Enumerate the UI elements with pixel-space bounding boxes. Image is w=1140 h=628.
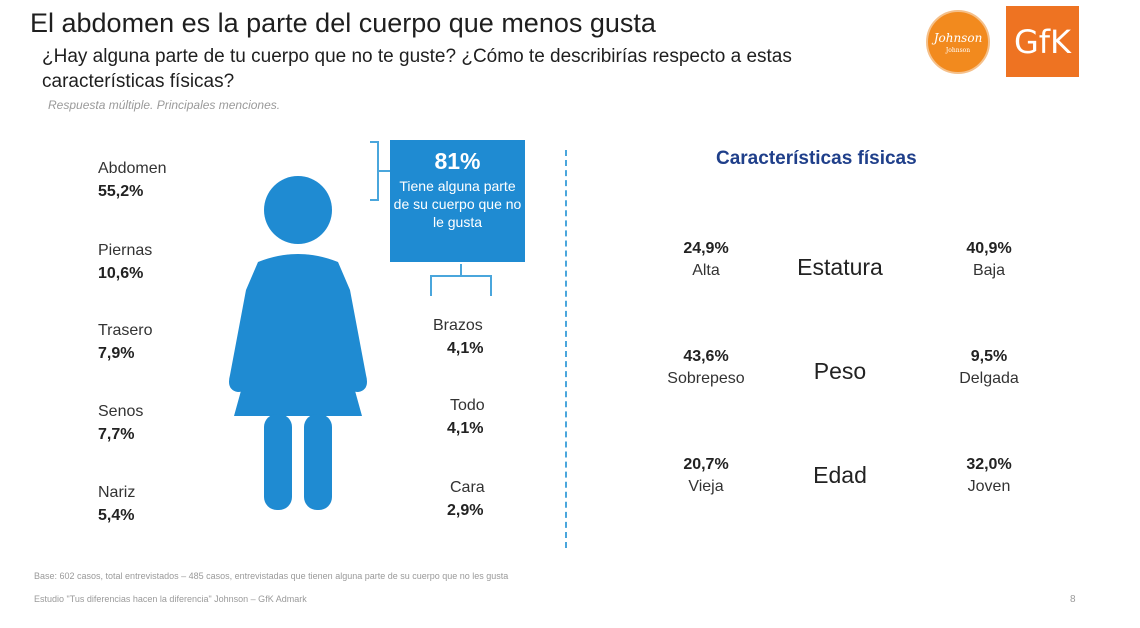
body-part-item: Trasero 7,9% <box>98 322 153 363</box>
characteristic-left-label: Alta <box>692 262 720 279</box>
characteristic-right-value: 32,0% <box>966 456 1012 473</box>
johnson-logo: Johnson Johnson <box>926 10 990 74</box>
characteristic-left: 20,7% Vieja <box>641 456 771 496</box>
johnson-logo-text: Johnson <box>933 30 983 45</box>
characteristic-right-value: 9,5% <box>970 348 1008 365</box>
bracket-bottom-icon <box>430 264 492 296</box>
body-part-item: Senos 7,7% <box>98 403 143 444</box>
body-part-value: 7,9% <box>98 345 135 362</box>
johnson-logo-small-text: Johnson <box>945 46 971 54</box>
response-note: Respuesta múltiple. Principales mencione… <box>48 98 281 112</box>
characteristic-left-value: 20,7% <box>683 456 729 473</box>
body-part-value: 5,4% <box>98 507 135 524</box>
body-part-value: 7,7% <box>98 426 135 443</box>
body-part-name: Trasero <box>98 322 153 339</box>
body-part-value: 10,6% <box>98 265 144 282</box>
body-part-item: Brazos 4,1% <box>433 317 483 358</box>
body-part-item: Piernas 10,6% <box>98 242 152 283</box>
characteristic-left-label: Sobrepeso <box>667 370 745 387</box>
characteristic-left: 43,6% Sobrepeso <box>641 348 771 388</box>
body-part-value: 55,2% <box>98 183 144 200</box>
characteristic-left: 24,9% Alta <box>641 240 771 280</box>
characteristic-right-label: Joven <box>967 478 1011 495</box>
page-title: El abdomen es la parte del cuerpo que me… <box>30 8 656 38</box>
bracket-left-icon <box>370 141 390 201</box>
body-part-value: 4,1% <box>447 340 484 357</box>
headline-text: Tiene alguna parte de su cuerpo que no l… <box>393 178 522 230</box>
body-part-name: Senos <box>98 403 144 420</box>
body-part-item: Nariz 5,4% <box>98 484 135 525</box>
body-part-name: Nariz <box>98 484 136 501</box>
body-part-item: Todo 4,1% <box>447 397 485 438</box>
characteristic-right: 9,5% Delgada <box>924 348 1054 388</box>
characteristic-right: 32,0% Joven <box>924 456 1054 496</box>
section-divider <box>565 150 567 548</box>
characteristic-left-value: 43,6% <box>683 348 729 365</box>
page-number: 8 <box>1070 594 1076 605</box>
gfk-logo: GfK <box>1006 6 1079 77</box>
characteristic-left-label: Vieja <box>688 478 724 495</box>
characteristic-right-value: 40,9% <box>966 240 1012 257</box>
body-part-name: Cara <box>450 479 485 496</box>
characteristic-name: Peso <box>813 358 867 384</box>
characteristic-name: Edad <box>813 462 867 488</box>
body-part-value: 2,9% <box>447 502 484 519</box>
body-part-name: Abdomen <box>98 160 167 177</box>
characteristic-right-label: Baja <box>972 262 1006 279</box>
body-part-item: Cara 2,9% <box>447 479 485 520</box>
footer-base-note: Base: 602 casos, total entrevistados – 4… <box>34 571 509 581</box>
characteristic-right: 40,9% Baja <box>924 240 1054 280</box>
body-part-name: Piernas <box>98 242 153 259</box>
characteristics-title: Características físicas <box>716 148 917 169</box>
body-part-item: Abdomen 55,2% <box>98 160 167 201</box>
body-part-value: 4,1% <box>447 420 484 437</box>
headline-value: 81% <box>434 148 481 174</box>
body-part-name: Todo <box>450 397 485 414</box>
footer-study-note: Estudio "Tus diferencias hacen la difere… <box>34 594 307 604</box>
survey-question: ¿Hay alguna parte de tu cuerpo que no te… <box>42 46 792 92</box>
woman-figure-icon <box>229 176 367 510</box>
body-part-name: Brazos <box>433 317 483 334</box>
characteristic-right-label: Delgada <box>959 370 1019 387</box>
characteristic-name: Estatura <box>797 254 883 280</box>
headline-callout: 81% Tiene alguna parte de su cuerpo que … <box>390 140 525 262</box>
characteristic-left-value: 24,9% <box>683 240 729 257</box>
